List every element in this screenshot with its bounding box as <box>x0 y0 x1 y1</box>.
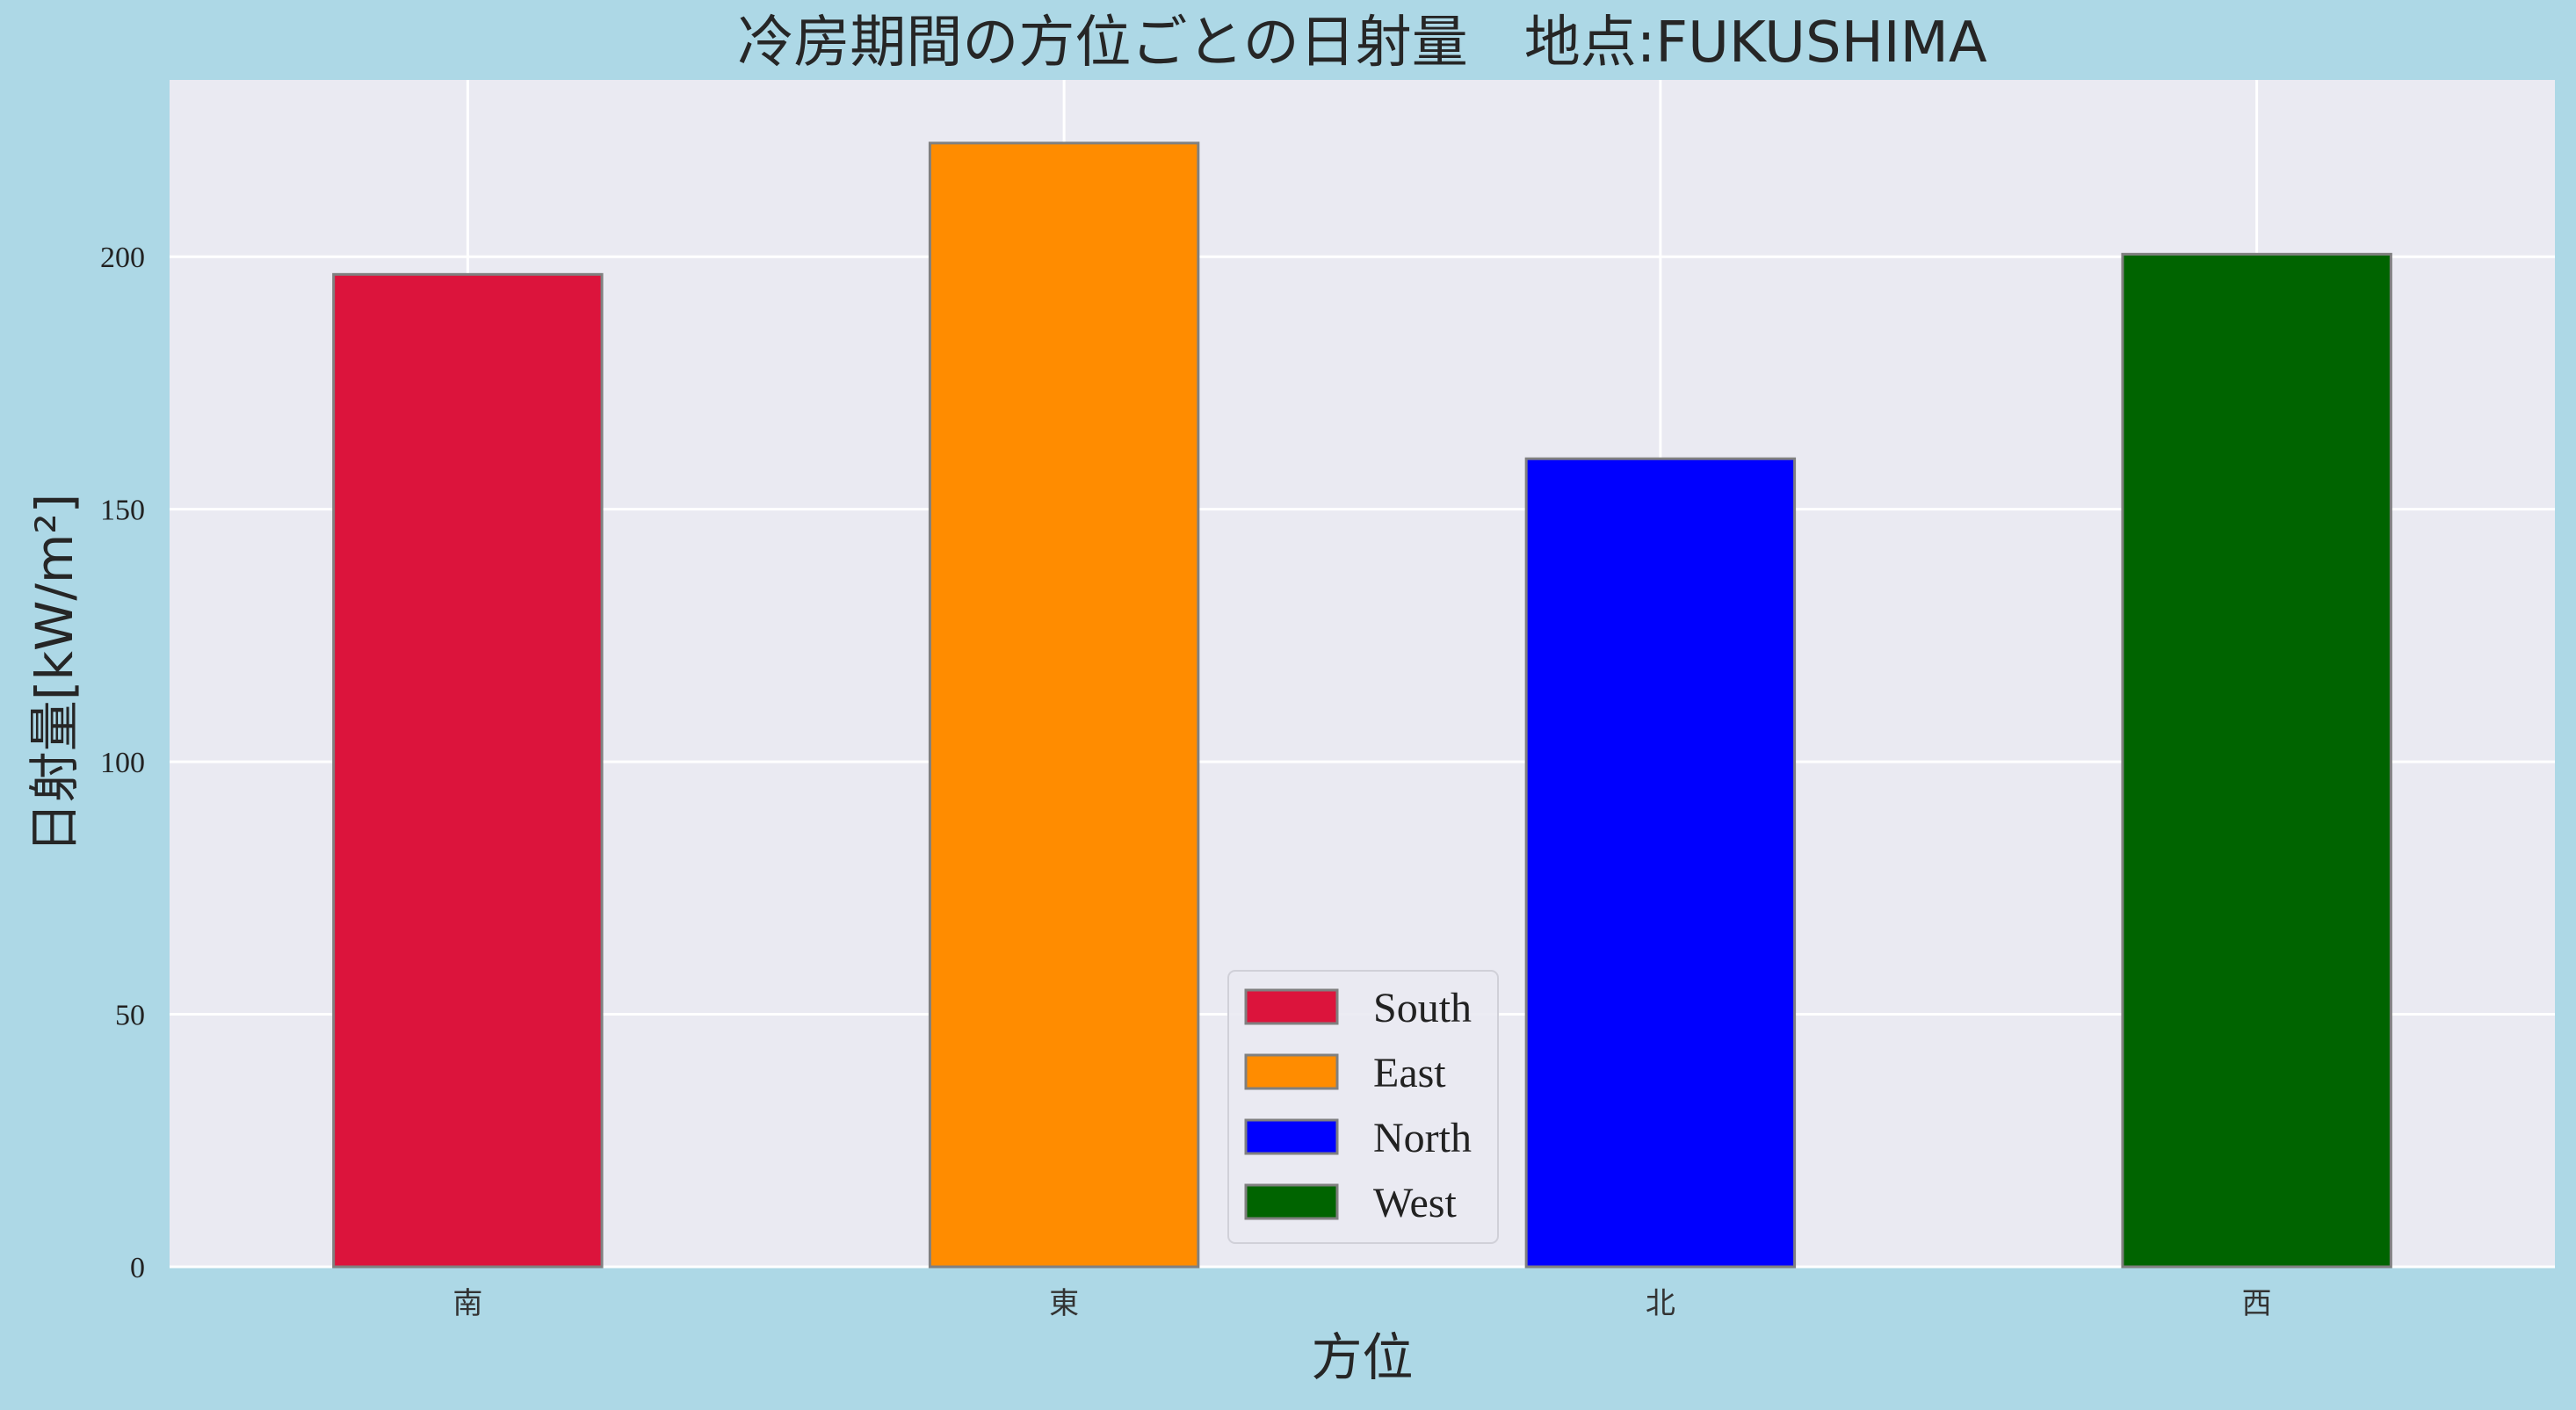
bar-east <box>928 141 1200 1269</box>
legend-swatch-south <box>1244 988 1339 1025</box>
legend-label-west: West <box>1373 1180 1457 1226</box>
x-tick-label-2: 北 <box>1646 1286 1675 1321</box>
x-tick-label-0: 南 <box>452 1286 482 1321</box>
y-axis-label: 日射量[kW/m²] <box>25 494 84 853</box>
legend-swatch-west <box>1244 1183 1339 1220</box>
y-tick-label-50: 50 <box>115 1000 145 1032</box>
legend-swatch-north <box>1244 1118 1339 1155</box>
bars <box>332 141 2392 1269</box>
legend-label-south: South <box>1373 985 1472 1031</box>
x-axis-ticks: 南東北西 <box>452 1286 2271 1321</box>
x-tick-label-3: 西 <box>2242 1286 2272 1321</box>
bar-west <box>2121 252 2392 1269</box>
bar-north <box>1524 457 1797 1269</box>
y-tick-label-100: 100 <box>100 747 145 779</box>
legend: South East North West <box>1227 970 1499 1244</box>
legend-box <box>1227 970 1499 1244</box>
y-tick-label-200: 200 <box>100 242 145 274</box>
legend-label-north: North <box>1373 1115 1472 1161</box>
x-tick-label-1: 東 <box>1049 1286 1079 1321</box>
bar-south <box>332 272 604 1269</box>
y-axis-ticks: 0 50 100 150 200 <box>100 242 145 1284</box>
y-tick-label-0: 0 <box>130 1252 145 1284</box>
x-axis-label: 方位 <box>1311 1327 1413 1387</box>
chart-title: 冷房期間の方位ごとの日射量 地点:FUKUSHIMA <box>737 11 1987 76</box>
legend-swatch-east <box>1244 1053 1339 1090</box>
y-tick-label-150: 150 <box>100 495 145 527</box>
legend-label-east: East <box>1373 1050 1446 1096</box>
